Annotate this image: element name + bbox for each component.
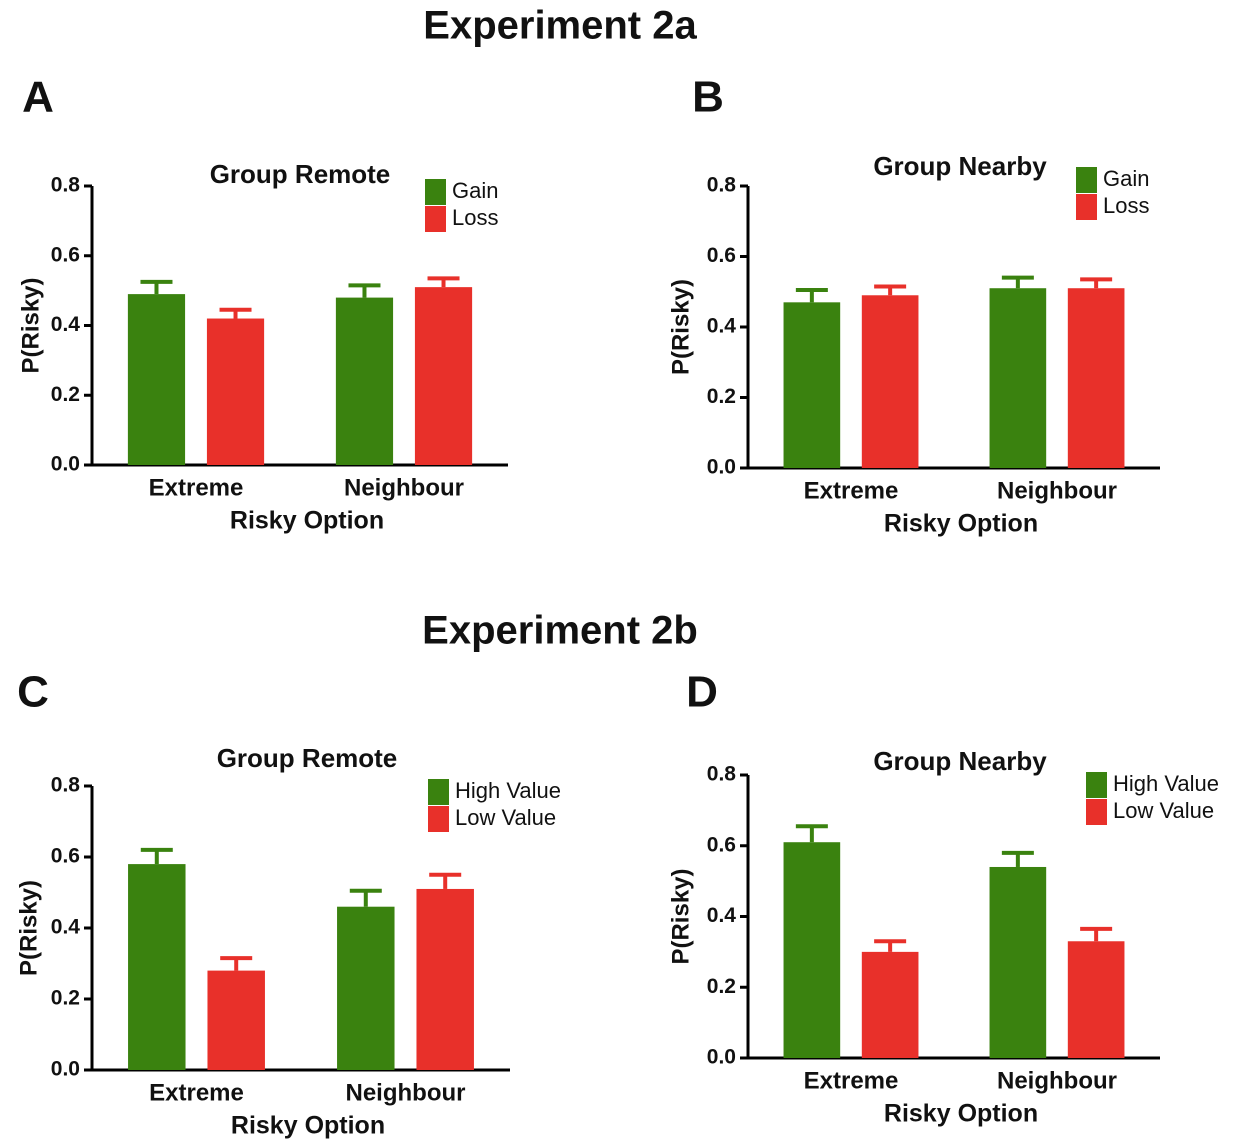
bar [416,888,474,1070]
x-tick-label: Extreme [804,1067,899,1094]
legend-label: Loss [452,205,498,230]
y-tick-label: 0.4 [51,916,81,939]
chart-title: Group Nearby [873,151,1047,181]
legend-swatch [1086,799,1107,825]
chart-title: Group Remote [210,159,391,189]
x-axis-label: Risky Option [884,1100,1038,1128]
legend-swatch [1086,772,1107,798]
bar [207,970,265,1070]
heading: Experiment 2a [423,4,697,48]
x-tick-label: Neighbour [344,474,464,501]
bar [1067,288,1125,468]
y-axis-label: P(Risky) [15,880,42,976]
x-tick-label: Extreme [149,474,244,501]
y-tick-label: 0.6 [707,244,736,267]
chart-title: Group Nearby [873,746,1047,776]
bar [414,287,473,465]
x-axis-label: Risky Option [884,510,1038,538]
bar [783,302,841,468]
chart-title: Group Remote [217,743,398,773]
x-tick-label: Neighbour [997,477,1117,504]
y-tick-label: 0.8 [51,774,81,797]
y-tick-label: 0.4 [51,313,81,336]
legend-label: Low Value [1113,798,1214,823]
bar [127,294,186,465]
bar [337,906,395,1070]
y-tick-label: 0.2 [707,975,736,998]
bar [989,866,1047,1058]
y-tick-label: 0.2 [707,385,736,408]
y-tick-label: 0.2 [51,987,80,1010]
y-tick-label: 0.0 [51,453,80,476]
legend-swatch [428,779,449,805]
panel-label: D [686,668,718,717]
y-tick-label: 0.6 [707,833,736,856]
y-tick-label: 0.4 [707,315,737,338]
y-tick-label: 0.8 [707,763,737,786]
legend-label: Gain [1103,166,1149,191]
y-tick-label: 0.0 [707,456,736,479]
bar [335,297,394,465]
legend-label: Gain [452,178,498,203]
legend-label: Low Value [455,805,556,830]
x-axis-label: Risky Option [230,507,384,535]
y-axis-label: P(Risky) [667,868,694,964]
y-tick-label: 0.8 [707,174,737,197]
y-tick-label: 0.0 [707,1046,736,1069]
y-tick-label: 0.0 [51,1058,80,1081]
y-tick-label: 0.2 [51,383,80,406]
y-axis-label: P(Risky) [667,279,694,375]
x-tick-label: Neighbour [346,1079,466,1106]
y-tick-label: 0.6 [51,243,80,266]
bar [206,318,265,465]
bar [861,951,919,1058]
panel-label: B [692,73,724,122]
legend-label: High Value [1113,771,1219,796]
bar [783,842,841,1058]
x-tick-label: Extreme [149,1079,244,1106]
x-tick-label: Extreme [804,477,899,504]
bar [1067,941,1125,1058]
panel-label: A [22,73,54,122]
y-axis-label: P(Risky) [17,277,44,373]
bar [989,288,1047,468]
legend-swatch [425,206,446,232]
bar [861,295,919,468]
legend-label: Loss [1103,193,1149,218]
x-tick-label: Neighbour [997,1067,1117,1094]
legend-swatch [1076,194,1097,220]
y-tick-label: 0.6 [51,845,80,868]
y-tick-label: 0.4 [707,904,737,927]
bar [128,864,186,1070]
legend-swatch [428,806,449,832]
legend-label: High Value [455,778,561,803]
panel-label: C [17,668,49,717]
y-tick-label: 0.8 [51,174,81,197]
x-axis-label: Risky Option [231,1112,385,1140]
legend-swatch [425,179,446,205]
legend-swatch [1076,167,1097,193]
heading: Experiment 2b [422,609,698,653]
